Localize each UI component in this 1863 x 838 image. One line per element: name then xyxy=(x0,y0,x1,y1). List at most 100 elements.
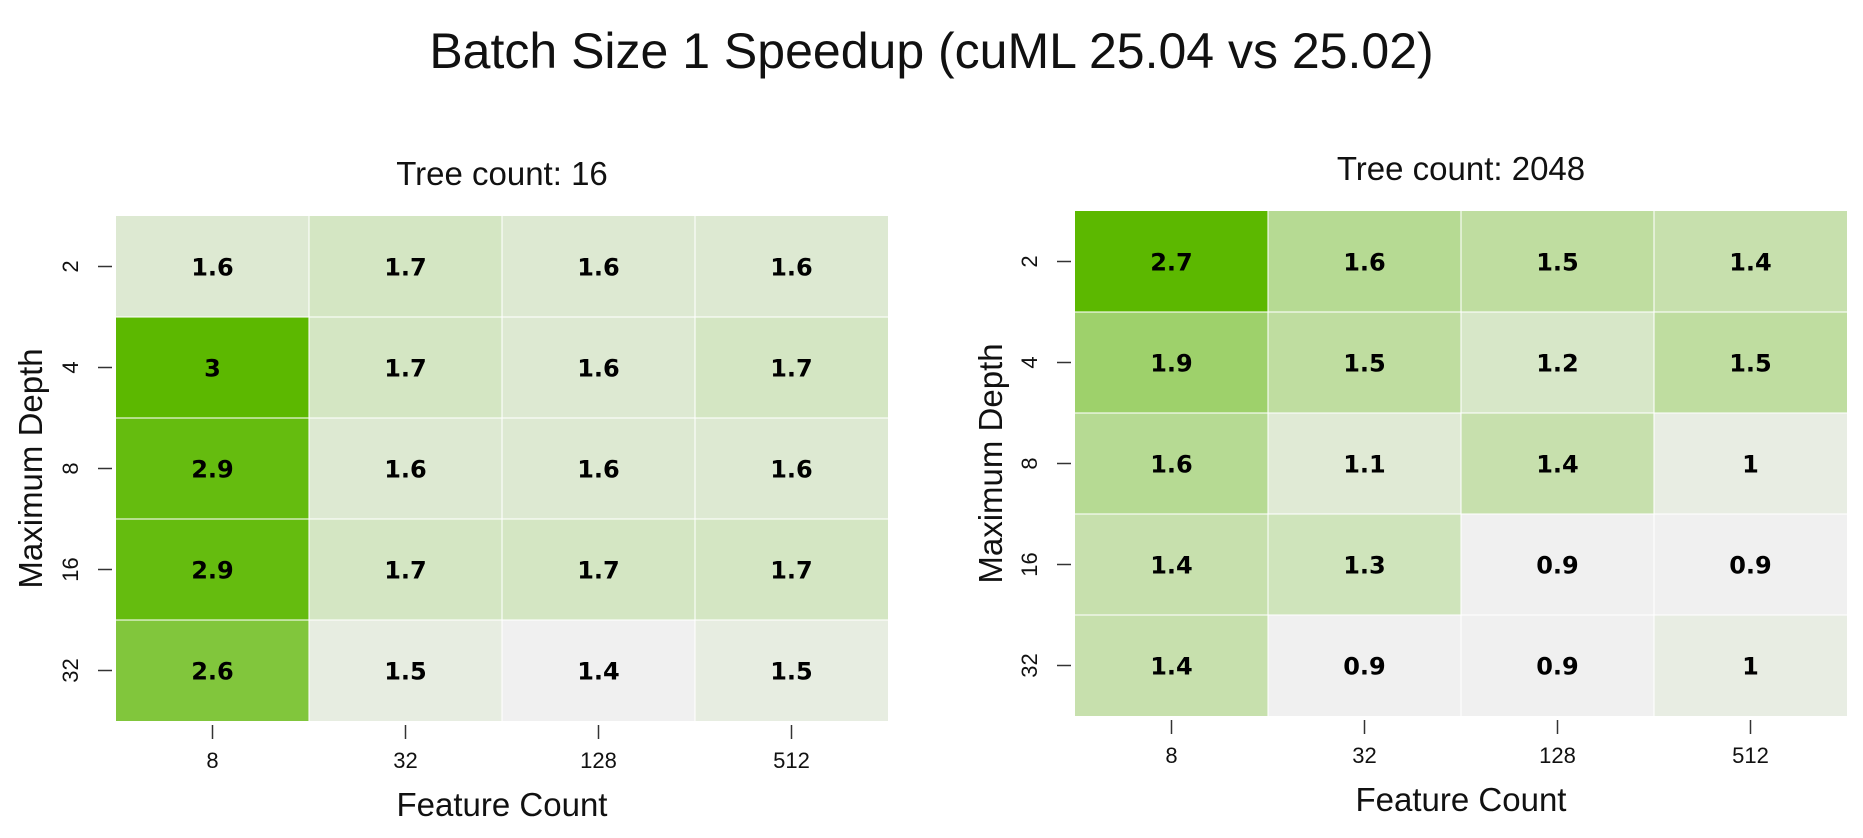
cell-value-label: 1.4 xyxy=(1150,653,1193,681)
panel-title: Tree count: 16 xyxy=(396,155,608,192)
cell-value-label: 2.9 xyxy=(191,557,234,585)
cell-value-label: 1.5 xyxy=(1536,249,1579,277)
heatmap-cell xyxy=(116,216,309,317)
y-tick-label: 2 xyxy=(1017,255,1042,267)
heatmap-cell xyxy=(695,216,888,317)
heatmap-cell xyxy=(1075,312,1268,413)
y-tick-label: 4 xyxy=(1017,356,1042,368)
y-axis-label: Maximum Depth xyxy=(972,343,1009,583)
cell-value-label: 0.9 xyxy=(1536,552,1579,580)
y-tick-label: 4 xyxy=(58,361,83,373)
heatmap-panel-tree-2048: 2.7 1.6 1.5 1.4 1.9 1.5 1.2 1.5 1.6 1.1 1.4 1 1.4 1.3… xyxy=(972,150,1847,818)
heatmap-cell xyxy=(502,317,695,418)
y-tick-label: 8 xyxy=(58,462,83,474)
cell-value-label: 1.6 xyxy=(191,254,234,282)
cell-value-label: 1.6 xyxy=(770,456,813,484)
cell-value-label: 1.1 xyxy=(1343,451,1386,479)
x-tick-label: 128 xyxy=(580,748,617,773)
cell-value-label: 1.4 xyxy=(1536,451,1579,479)
heatmap-cell xyxy=(309,418,502,519)
heatmap-cell xyxy=(1075,413,1268,514)
heatmap-cell xyxy=(116,317,309,418)
cell-value-label: 1.6 xyxy=(384,456,427,484)
heatmap-cell xyxy=(309,317,502,418)
heatmap-cell xyxy=(1268,413,1461,514)
cell-value-label: 1.6 xyxy=(577,456,620,484)
cell-value-label: 1.7 xyxy=(770,355,813,383)
cell-value-label: 1.7 xyxy=(577,557,620,585)
cell-value-label: 2.7 xyxy=(1150,249,1193,277)
heatmap-cell xyxy=(695,620,888,721)
heatmap-cell xyxy=(309,216,502,317)
y-axis-label: Maximum Depth xyxy=(12,348,49,588)
heatmap-cell xyxy=(1654,312,1847,413)
cell-value-label: 1.6 xyxy=(577,254,620,282)
heatmap-cell xyxy=(1654,413,1847,514)
cell-value-label: 1.4 xyxy=(577,658,620,686)
heatmap-cell xyxy=(502,519,695,620)
x-tick-label: 32 xyxy=(1352,743,1376,768)
heatmap-cell xyxy=(695,519,888,620)
chart-title: Batch Size 1 Speedup (cuML 25.04 vs 25.0… xyxy=(429,23,1434,79)
cell-value-label: 1.4 xyxy=(1729,249,1772,277)
y-tick-label: 16 xyxy=(58,557,83,581)
cell-value-label: 1.5 xyxy=(1343,350,1386,378)
y-tick-label: 32 xyxy=(58,658,83,682)
heatmap-cell xyxy=(1075,615,1268,716)
y-tick-label: 8 xyxy=(1017,457,1042,469)
x-tick-label: 32 xyxy=(393,748,417,773)
cell-value-label: 1.3 xyxy=(1343,552,1386,580)
cell-value-label: 1.4 xyxy=(1150,552,1193,580)
heatmap-cell xyxy=(116,620,309,721)
heatmap-cell xyxy=(116,418,309,519)
cell-value-label: 1.6 xyxy=(1150,451,1193,479)
cell-value-label: 1 xyxy=(1742,451,1759,479)
heatmap-cell xyxy=(1461,312,1654,413)
heatmap-cell xyxy=(502,418,695,519)
heatmap-cell xyxy=(116,519,309,620)
cell-value-label: 2.9 xyxy=(191,456,234,484)
heatmap-cell xyxy=(502,620,695,721)
heatmap-cell xyxy=(1268,211,1461,312)
x-tick-label: 512 xyxy=(773,748,810,773)
cell-value-label: 3 xyxy=(204,355,221,383)
heatmap-cell xyxy=(1461,514,1654,615)
heatmap-cell xyxy=(1268,312,1461,413)
cell-value-label: 1.6 xyxy=(577,355,620,383)
cell-value-label: 1.5 xyxy=(770,658,813,686)
heatmap-cell xyxy=(695,317,888,418)
heatmap-cell xyxy=(1461,413,1654,514)
x-tick-label: 8 xyxy=(1165,743,1177,768)
y-tick-label: 32 xyxy=(1017,653,1042,677)
heatmap-cell xyxy=(1268,615,1461,716)
cell-value-label: 1.7 xyxy=(384,254,427,282)
cell-value-label: 1.7 xyxy=(384,557,427,585)
heatmap-cell xyxy=(1654,211,1847,312)
heatmap-cell xyxy=(1075,211,1268,312)
x-tick-label: 8 xyxy=(206,748,218,773)
cell-value-label: 1 xyxy=(1742,653,1759,681)
cell-value-label: 1.6 xyxy=(1343,249,1386,277)
heatmap-panel-tree-16: 1.6 1.7 1.6 1.6 3 1.7 1.6 1.7 2.9 1.6 1.6 1.6 2.9 1.7… xyxy=(12,155,888,823)
cell-value-label: 2.6 xyxy=(191,658,234,686)
heatmap-cell xyxy=(1461,615,1654,716)
cell-value-label: 1.6 xyxy=(770,254,813,282)
x-axis-label: Feature Count xyxy=(1356,781,1567,818)
x-tick-label: 128 xyxy=(1539,743,1576,768)
cell-value-label: 1.5 xyxy=(384,658,427,686)
cell-value-label: 1.7 xyxy=(770,557,813,585)
x-tick-label: 512 xyxy=(1732,743,1769,768)
cell-value-label: 0.9 xyxy=(1536,653,1579,681)
cell-value-label: 1.5 xyxy=(1729,350,1772,378)
heatmap-cell xyxy=(695,418,888,519)
x-axis-label: Feature Count xyxy=(397,786,608,823)
heatmap-cell xyxy=(502,216,695,317)
panel-title: Tree count: 2048 xyxy=(1337,150,1585,187)
cell-value-label: 0.9 xyxy=(1343,653,1386,681)
y-tick-label: 2 xyxy=(58,260,83,272)
cell-value-label: 1.2 xyxy=(1536,350,1579,378)
cell-value-label: 1.9 xyxy=(1150,350,1193,378)
heatmap-cell xyxy=(1654,514,1847,615)
y-tick-label: 16 xyxy=(1017,552,1042,576)
